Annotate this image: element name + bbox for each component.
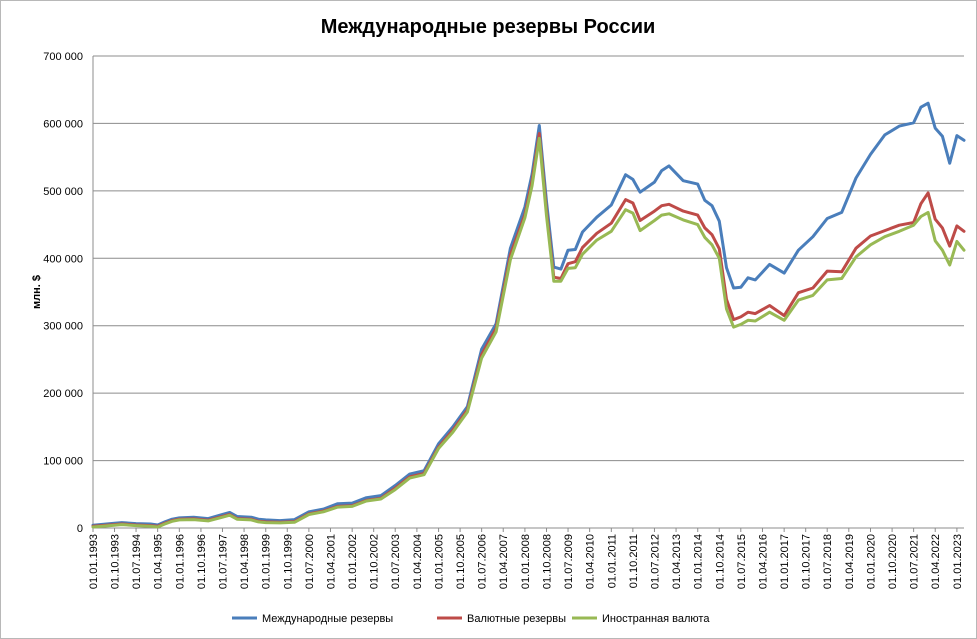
x-tick-label: 01.07.2018	[822, 534, 834, 589]
x-tick-label: 01.04.2001	[325, 534, 337, 589]
legend-label: Иностранная валюта	[602, 613, 710, 625]
x-tick-label: 01.07.2006	[477, 534, 489, 589]
y-tick-label: 400 000	[43, 253, 83, 265]
x-tick-label: 01.10.2005	[455, 534, 467, 589]
grid-lines	[93, 55, 964, 462]
x-tick-label: 01.10.2008	[542, 534, 554, 589]
y-tick-label: 200 000	[43, 388, 83, 400]
series-line-1	[91, 132, 966, 528]
x-tick-label: 01.10.2002	[369, 534, 381, 589]
series-line-0	[91, 101, 966, 527]
x-tick-label: 01.10.1996	[196, 534, 208, 589]
x-tick-label: 01.01.2017	[779, 534, 791, 589]
x-tick-label: 01.04.2019	[844, 534, 856, 589]
x-tick-label: 01.01.1993	[88, 534, 100, 589]
x-tick-label: 01.07.2021	[909, 534, 921, 589]
x-tick-label: 01.10.2020	[887, 534, 899, 589]
y-tick-label: 300 000	[43, 321, 83, 333]
legend-label: Международные резервы	[262, 613, 393, 625]
x-tick-label: 01.01.2005	[434, 534, 446, 589]
x-tick-label: 01.04.2004	[412, 534, 424, 589]
y-tick-labels: 0 100 000 200 000 300 000 400 000 500 000 600 …	[43, 51, 83, 535]
x-tick-label: 01.04.1995	[153, 534, 165, 589]
legend: Международные резервы Валютные резервы Ино…	[232, 613, 710, 625]
y-axis-label: млн. $	[31, 275, 43, 309]
x-tick-label: 01.07.1997	[217, 534, 229, 589]
x-tick-label: 01.10.1993	[110, 534, 122, 589]
x-tick-label: 01.10.2011	[628, 534, 640, 588]
legend-label: Валютные резервы	[467, 613, 566, 625]
y-tick-label: 0	[77, 523, 83, 535]
x-tick-label: 01.04.2007	[498, 534, 510, 589]
x-tick-label: 01.04.2010	[585, 534, 597, 589]
y-tick-label: 600 000	[43, 118, 83, 130]
x-tick-label: 01.07.1994	[131, 534, 143, 589]
y-tick-label: 500 000	[43, 186, 83, 198]
x-tick-label: 01.01.2011	[606, 534, 618, 588]
y-tick-label: 700 000	[43, 51, 83, 63]
y-tick-label: 100 000	[43, 456, 83, 468]
x-tick-label: 01.07.2000	[304, 534, 316, 589]
x-tick-label: 01.04.2016	[757, 534, 769, 589]
x-tick-label: 01.10.2017	[801, 534, 813, 589]
x-tick-label: 01.01.2014	[693, 534, 705, 589]
x-tick-label: 01.01.2008	[520, 534, 532, 589]
x-tick-label: 01.10.2014	[714, 534, 726, 589]
x-tick-label: 01.01.2023	[952, 534, 964, 589]
x-tick-label: 01.01.1996	[174, 534, 186, 589]
x-tick-label: 01.07.2003	[390, 534, 402, 589]
x-tick-labels: 01.01.1993 01.10.1993 01.07.1994 01.04.1995…	[88, 534, 964, 589]
x-tick-label: 01.07.2012	[649, 534, 661, 589]
x-tick-label: 01.01.2020	[865, 534, 877, 589]
axes	[92, 56, 964, 532]
x-tick-label: 01.01.2002	[347, 534, 359, 589]
x-tick-label: 01.07.2015	[736, 534, 748, 589]
x-tick-label: 01.07.2009	[563, 534, 575, 589]
chart-title: Международные резервы России	[321, 16, 656, 38]
series-lines	[91, 101, 966, 529]
x-tick-label: 01.01.1999	[261, 534, 273, 589]
x-tick-label: 01.10.1999	[282, 534, 294, 589]
x-tick-label: 01.04.2022	[930, 534, 942, 589]
x-tick-label: 01.04.2013	[671, 534, 683, 589]
x-tick-label: 01.04.1998	[239, 534, 251, 589]
series-line-2	[91, 136, 966, 529]
